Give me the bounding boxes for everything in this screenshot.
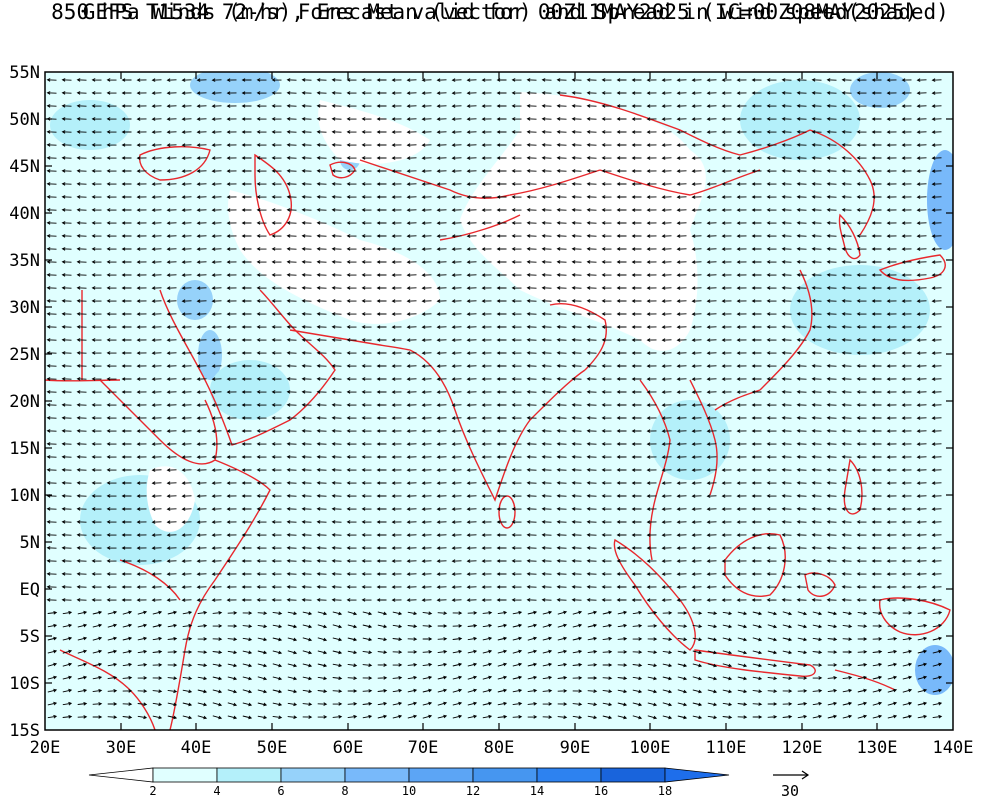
- longitude-ticks: [120, 72, 878, 730]
- lon-label: 20E: [30, 738, 61, 758]
- colorbar-under-triangle: [88, 767, 154, 783]
- lon-label: 100E: [630, 738, 671, 758]
- wind-vectors: [46, 78, 943, 720]
- colorbar-tick-label: 14: [530, 784, 544, 798]
- colorbar-ticks: 2 4 6 8 10 12 14 16 18: [149, 784, 672, 798]
- lat-label: 10N: [9, 486, 40, 506]
- lon-label: 40E: [181, 738, 212, 758]
- reference-vector-label: 30: [781, 782, 799, 800]
- lon-label: 30E: [106, 738, 137, 758]
- colorbar-segment: [152, 767, 218, 783]
- lon-label: 50E: [257, 738, 288, 758]
- colorbar-tick-label: 10: [402, 784, 416, 798]
- lon-label: 140E: [933, 738, 974, 758]
- lon-label: 80E: [484, 738, 515, 758]
- lat-label: 50N: [9, 110, 40, 130]
- colorbar-segment: [600, 767, 666, 783]
- title-line-1: GEFS T1534 72-hr Forecast valid for 00Z1…: [82, 0, 918, 24]
- latitude-ticks: [45, 118, 953, 684]
- colorbar-tick-label: 2: [149, 784, 156, 798]
- colorbar-segment: [280, 767, 346, 783]
- lat-label: 40N: [9, 204, 40, 224]
- lat-label: 25N: [9, 345, 40, 365]
- colorbar-tick-label: 18: [658, 784, 672, 798]
- colorbar-segment: [344, 767, 410, 783]
- lat-label: 45N: [9, 157, 40, 177]
- title-line-2: 850 hPa Winds (m/s), Ens Mean (vector) a…: [51, 0, 949, 24]
- lat-label: 35N: [9, 251, 40, 271]
- lat-label: 5S: [20, 627, 40, 647]
- spread-shading: [45, 72, 953, 730]
- lat-label: 15N: [9, 439, 40, 459]
- lat-label: EQ: [20, 580, 40, 600]
- lat-label: 30N: [9, 298, 40, 318]
- lon-label: 70E: [408, 738, 439, 758]
- latitude-axis: 55N 50N 45N 40N 35N 30N 25N 20N 15N 10N …: [9, 63, 40, 741]
- colorbar: [88, 767, 730, 783]
- colorbar-segment: [408, 767, 474, 783]
- colorbar-tick-label: 16: [594, 784, 608, 798]
- lat-label: 20N: [9, 392, 40, 412]
- colorbar-over-triangle: [664, 767, 730, 783]
- lat-label: 10S: [9, 674, 40, 694]
- colorbar-tick-label: 6: [277, 784, 284, 798]
- colorbar-segment: [216, 767, 282, 783]
- lat-label: 15S: [9, 721, 40, 741]
- lon-label: 110E: [706, 738, 747, 758]
- longitude-axis: 20E 30E 40E 50E 60E 70E 80E 90E 100E 110…: [30, 738, 974, 758]
- lon-label: 120E: [782, 738, 823, 758]
- colorbar-tick-label: 8: [341, 784, 348, 798]
- colorbar-segment: [472, 767, 538, 783]
- colorbar-segment: [536, 767, 602, 783]
- reference-vector: 30: [773, 770, 810, 800]
- wind-vector-arrows: [46, 78, 943, 720]
- lon-label: 130E: [857, 738, 898, 758]
- colorbar-tick-label: 4: [213, 784, 220, 798]
- lon-label: 60E: [333, 738, 364, 758]
- lat-label: 55N: [9, 63, 40, 83]
- lat-label: 5N: [20, 533, 40, 553]
- lon-label: 90E: [560, 738, 591, 758]
- colorbar-tick-label: 12: [466, 784, 480, 798]
